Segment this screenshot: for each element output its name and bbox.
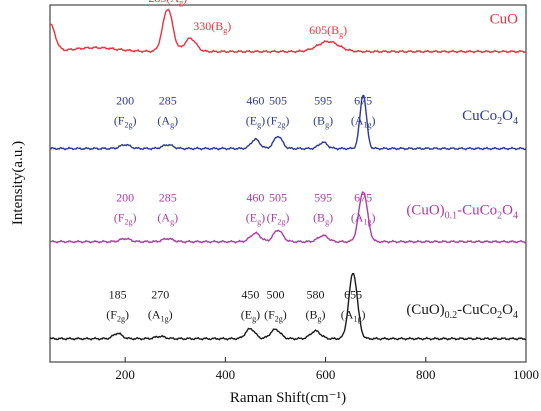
peak-position-label: 505 (269, 93, 287, 107)
peak-position-label: 285 (159, 190, 177, 204)
x-axis-label: Raman Shift(cm⁻¹) (230, 390, 346, 406)
peak-mode-label: (Bg) (313, 210, 333, 226)
plot-frame (49, 4, 527, 363)
peak-mode-label: (A1g) (351, 113, 376, 129)
peak-mode-label: (F2g) (106, 307, 129, 323)
peak-position-label: 580 (307, 287, 325, 301)
peak-position-label: 270 (151, 287, 169, 301)
x-tick-label: 400 (216, 367, 236, 382)
x-axis: 200 400 600 800 1000 (115, 357, 539, 382)
peak-position-label: 285 (159, 93, 177, 107)
peak-position-label: 200 (116, 93, 134, 107)
x-tick-label: 800 (416, 367, 436, 382)
peak-position-label: 595 (314, 190, 332, 204)
peak-mode-label: (Eg) (241, 307, 260, 323)
series-label: CuO (490, 12, 519, 28)
peak-mode-label: (Eg) (246, 210, 265, 226)
peak-mode-label: (F2g) (114, 113, 137, 129)
x-tick-label: 600 (316, 367, 336, 382)
series-layer (49, 8, 527, 341)
peak-label: 330(Bg) (193, 19, 231, 35)
peak-position-label: 655 (344, 287, 362, 301)
series-line (49, 191, 527, 244)
series-label: CuCo2O4 (462, 108, 518, 127)
series-line (49, 272, 526, 341)
peak-position-label: 675 (354, 190, 372, 204)
peak-position-label: 460 (246, 93, 264, 107)
peak-annotations: 285(Ag)330(Bg)605(Bg)200(F2g)285(Ag)460(… (106, 0, 375, 323)
series-line (49, 94, 527, 151)
peak-mode-label: (F2g) (267, 113, 290, 129)
x-tick-label: 200 (115, 367, 135, 382)
peak-mode-label: (Bg) (306, 307, 326, 323)
series-label: (CuO)0.1-CuCo2O4 (406, 203, 518, 222)
peak-position-label: 200 (116, 190, 134, 204)
peak-label: 285(Ag) (148, 0, 187, 7)
peak-mode-label: (A1g) (351, 210, 376, 226)
x-tick-label: 1000 (513, 367, 539, 382)
peak-mode-label: (Bg) (313, 113, 333, 129)
peak-mode-label: (A1g) (341, 307, 366, 323)
peak-mode-label: (F2g) (267, 210, 290, 226)
series-label: (CuO)0.2-CuCo2O4 (406, 302, 518, 321)
series-line (49, 8, 526, 54)
peak-label: 605(Bg) (309, 23, 347, 39)
peak-position-label: 500 (266, 287, 284, 301)
peak-mode-label: (Ag) (157, 210, 178, 226)
peak-position-label: 675 (354, 93, 372, 107)
peak-position-label: 460 (246, 190, 264, 204)
peak-mode-label: (Ag) (157, 113, 178, 129)
peak-position-label: 450 (241, 287, 259, 301)
peak-mode-label: (F2g) (264, 307, 287, 323)
y-axis-label: Intensity(a.u.) (10, 141, 26, 225)
peak-mode-label: (A1g) (148, 307, 173, 323)
peak-mode-label: (Eg) (246, 113, 265, 129)
peak-position-label: 505 (269, 190, 287, 204)
series-labels: CuO CuCo2O4 (CuO)0.1-CuCo2O4 (CuO)0.2-CuCo2… (406, 12, 518, 321)
peak-position-label: 595 (314, 93, 332, 107)
peak-position-label: 185 (109, 287, 127, 301)
peak-mode-label: (F2g) (114, 210, 137, 226)
